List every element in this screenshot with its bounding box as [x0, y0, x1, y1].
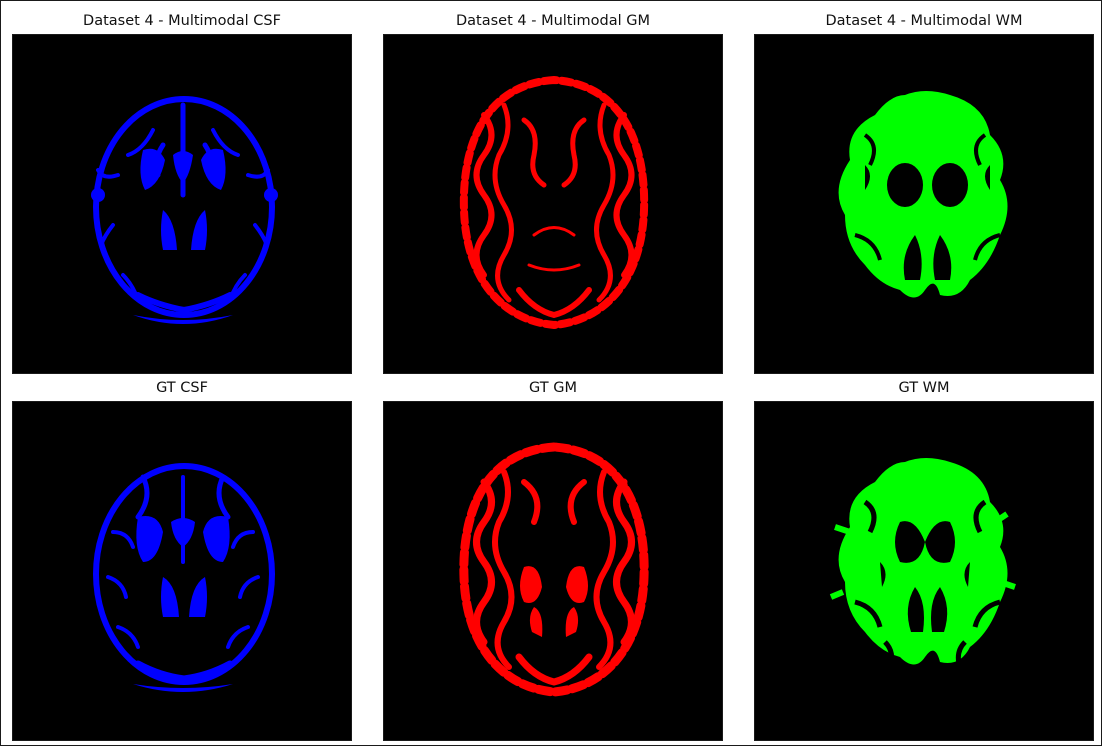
panel-pred-gm: Dataset 4 - Multimodal GM	[383, 4, 723, 374]
csf-segmentation-image	[12, 34, 352, 374]
panel-title: GT GM	[529, 380, 577, 396]
panel-pred-wm: Dataset 4 - Multimodal WM	[754, 4, 1094, 374]
panel-pred-csf: Dataset 4 - Multimodal CSF	[12, 4, 352, 374]
wm-mask	[838, 91, 1008, 298]
csf-mask	[93, 463, 275, 692]
panel-title: Dataset 4 - Multimodal GM	[456, 13, 650, 29]
panel-gt-gm: GT GM	[383, 371, 723, 741]
wm-mask	[829, 458, 1016, 668]
panel-title: Dataset 4 - Multimodal WM	[825, 13, 1023, 29]
csf-mask	[91, 96, 278, 324]
wm-groundtruth-image	[754, 401, 1094, 741]
panel-gt-wm: GT WM	[754, 371, 1094, 741]
csf-groundtruth-image	[12, 401, 352, 741]
gm-segmentation-image	[383, 34, 723, 374]
gm-mask	[459, 442, 649, 697]
panel-title: GT WM	[898, 380, 950, 396]
gm-groundtruth-image	[383, 401, 723, 741]
panel-title: Dataset 4 - Multimodal CSF	[83, 13, 281, 29]
wm-segmentation-image	[754, 34, 1094, 374]
gm-mask	[459, 76, 649, 329]
panel-title: GT CSF	[156, 380, 208, 396]
panel-gt-csf: GT CSF	[12, 371, 352, 741]
